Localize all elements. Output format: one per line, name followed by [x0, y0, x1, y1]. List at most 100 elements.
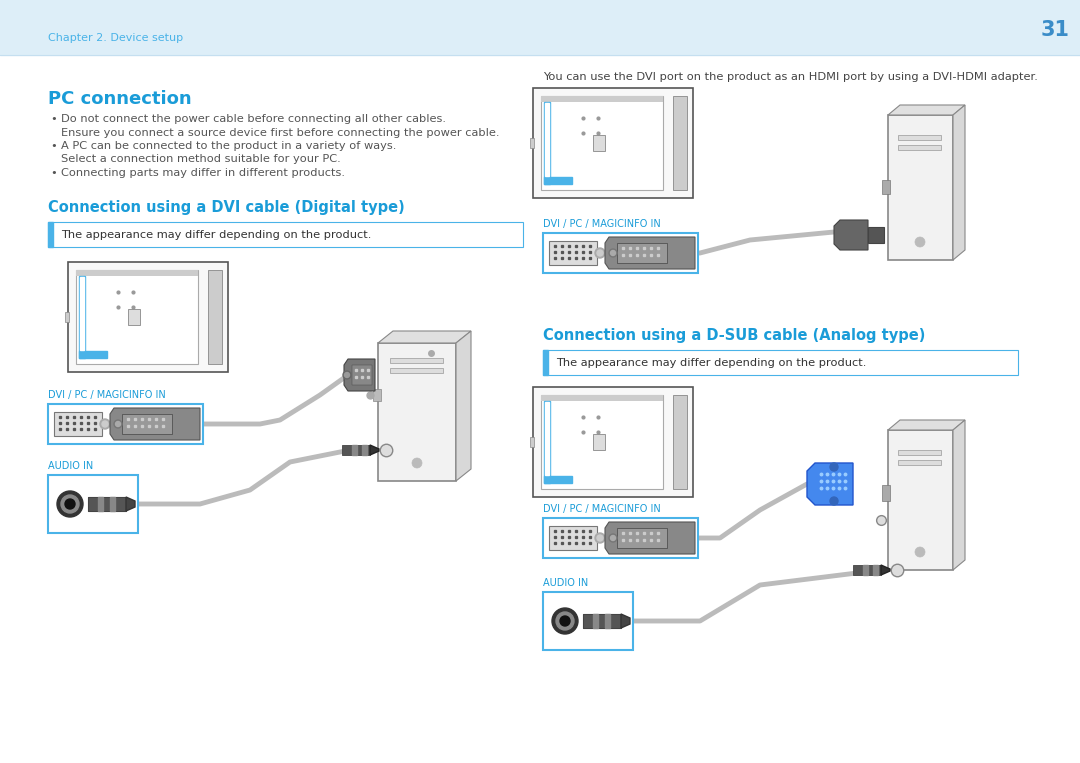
Circle shape: [60, 495, 79, 513]
Bar: [593, 434, 605, 450]
Bar: [882, 180, 890, 194]
Bar: [87, 497, 126, 511]
Text: Do not connect the power cable before connecting all other cables.: Do not connect the power cable before co…: [60, 114, 446, 124]
Polygon shape: [378, 343, 456, 481]
Circle shape: [610, 250, 616, 256]
Circle shape: [57, 491, 83, 517]
Polygon shape: [888, 420, 966, 430]
Text: The appearance may differ depending on the product.: The appearance may differ depending on t…: [60, 230, 372, 240]
Bar: [352, 445, 357, 455]
Polygon shape: [621, 614, 630, 628]
Bar: [0, 0, 1080, 55]
Circle shape: [595, 533, 605, 543]
Bar: [208, 270, 222, 364]
Bar: [390, 368, 443, 373]
Bar: [534, 88, 693, 198]
Bar: [48, 222, 53, 247]
Circle shape: [114, 420, 122, 428]
Polygon shape: [370, 445, 379, 455]
Bar: [48, 404, 203, 444]
Bar: [68, 262, 228, 372]
Polygon shape: [834, 220, 868, 250]
Text: •: •: [50, 141, 57, 151]
Polygon shape: [110, 408, 200, 440]
Bar: [583, 614, 621, 628]
Circle shape: [65, 499, 75, 509]
Text: Connection using a DVI cable (Digital type): Connection using a DVI cable (Digital ty…: [48, 200, 405, 215]
Circle shape: [597, 535, 603, 541]
Bar: [534, 387, 693, 497]
Circle shape: [609, 534, 617, 542]
Polygon shape: [345, 359, 375, 391]
Bar: [593, 135, 605, 151]
Text: •: •: [50, 114, 57, 124]
Bar: [80, 277, 84, 350]
Bar: [549, 526, 597, 550]
Bar: [853, 565, 881, 575]
Bar: [545, 103, 549, 176]
Circle shape: [552, 608, 578, 634]
Text: PC connection: PC connection: [48, 90, 191, 108]
Bar: [541, 96, 663, 102]
Text: DVI / PC / MAGICINFO IN: DVI / PC / MAGICINFO IN: [543, 504, 661, 514]
Polygon shape: [605, 237, 696, 269]
Bar: [888, 115, 953, 260]
Bar: [863, 565, 868, 575]
Text: •: •: [50, 168, 57, 178]
Bar: [543, 350, 1018, 375]
Bar: [549, 241, 597, 265]
Bar: [543, 592, 633, 650]
Polygon shape: [126, 497, 135, 511]
Bar: [98, 497, 103, 511]
Text: DVI / PC / MAGICINFO IN: DVI / PC / MAGICINFO IN: [48, 390, 165, 400]
Bar: [673, 96, 687, 190]
Bar: [873, 565, 878, 575]
Bar: [617, 243, 667, 263]
Circle shape: [100, 419, 110, 429]
Bar: [362, 445, 367, 455]
Text: DVI / PC / MAGICINFO IN: DVI / PC / MAGICINFO IN: [543, 219, 661, 229]
Bar: [888, 430, 953, 570]
Bar: [544, 177, 572, 184]
Polygon shape: [605, 522, 696, 554]
Bar: [76, 270, 198, 276]
Bar: [617, 528, 667, 548]
Polygon shape: [807, 463, 853, 505]
Bar: [605, 614, 610, 628]
Circle shape: [915, 237, 924, 247]
Circle shape: [556, 612, 573, 630]
Text: 31: 31: [1040, 20, 1069, 40]
Circle shape: [597, 250, 603, 256]
Bar: [868, 227, 885, 243]
Polygon shape: [378, 331, 471, 343]
Bar: [541, 96, 663, 190]
Bar: [65, 312, 69, 322]
Bar: [48, 222, 523, 247]
Bar: [352, 365, 372, 385]
Circle shape: [609, 249, 617, 257]
Bar: [897, 450, 941, 455]
Bar: [897, 145, 941, 150]
Bar: [373, 389, 381, 401]
Bar: [122, 414, 172, 434]
Bar: [544, 476, 572, 483]
Text: A PC can be connected to the product in a variety of ways.: A PC can be connected to the product in …: [60, 141, 396, 151]
Bar: [79, 351, 107, 358]
Circle shape: [561, 616, 570, 626]
Text: Connection using a D-SUB cable (Analog type): Connection using a D-SUB cable (Analog t…: [543, 328, 926, 343]
Bar: [530, 138, 534, 148]
Polygon shape: [888, 105, 966, 115]
Bar: [530, 437, 534, 447]
Bar: [543, 350, 548, 375]
Text: Select a connection method suitable for your PC.: Select a connection method suitable for …: [60, 154, 341, 165]
Bar: [544, 102, 550, 184]
Bar: [545, 402, 549, 475]
Bar: [543, 233, 698, 273]
Bar: [897, 460, 941, 465]
Bar: [48, 475, 138, 533]
Bar: [541, 395, 663, 489]
Bar: [76, 270, 198, 364]
Text: Chapter 2. Device setup: Chapter 2. Device setup: [48, 33, 184, 43]
Polygon shape: [456, 331, 471, 481]
Polygon shape: [881, 565, 890, 575]
